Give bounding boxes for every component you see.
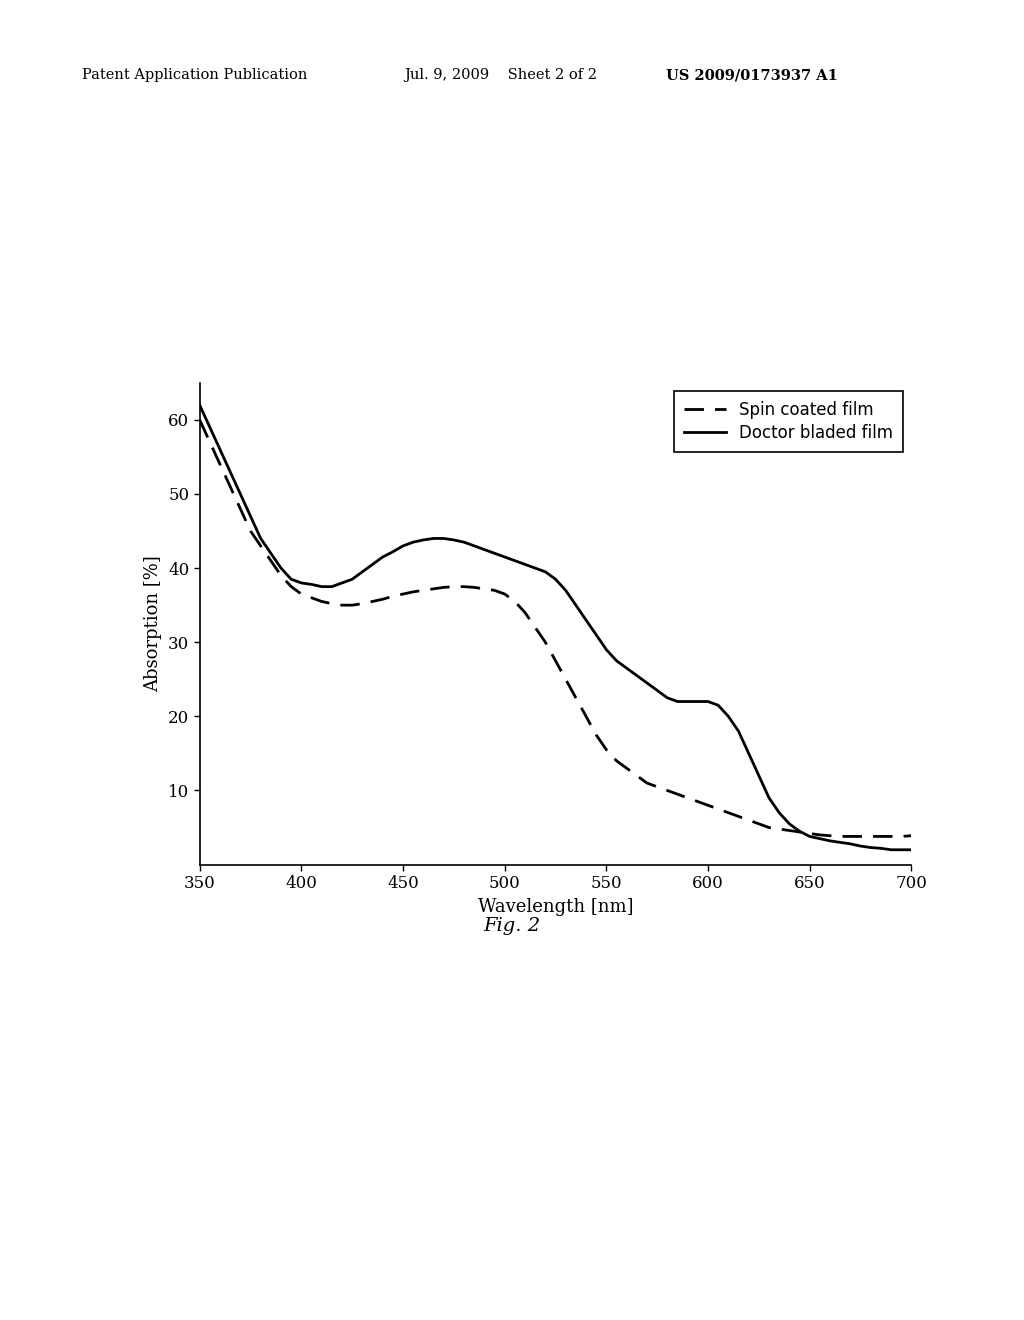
Y-axis label: Absorption [%]: Absorption [%] (144, 556, 163, 692)
Spin coated film (834, 829, 846, 845)
Spin coated film (540, 635, 552, 651)
Doctor bladed film (732, 723, 744, 739)
Text: Jul. 9, 2009    Sheet 2 of 2: Jul. 9, 2009 Sheet 2 of 2 (404, 69, 597, 82)
Line: Doctor bladed film: Doctor bladed film (200, 405, 911, 850)
Doctor bladed film (397, 539, 410, 554)
Spin coated film (732, 808, 744, 824)
Doctor bladed film (540, 564, 552, 579)
Text: US 2009/0173937 A1: US 2009/0173937 A1 (666, 69, 838, 82)
X-axis label: Wavelength [nm]: Wavelength [nm] (478, 898, 633, 916)
Doctor bladed film (214, 442, 226, 458)
Spin coated film (194, 412, 206, 428)
Legend: Spin coated film, Doctor bladed film: Spin coated film, Doctor bladed film (674, 391, 903, 453)
Doctor bladed film (905, 842, 918, 858)
Doctor bladed film (621, 660, 633, 676)
Spin coated film (621, 760, 633, 776)
Spin coated film (214, 457, 226, 473)
Doctor bladed film (864, 840, 877, 855)
Spin coated film (874, 829, 887, 845)
Line: Spin coated film: Spin coated film (200, 420, 911, 837)
Text: Fig. 2: Fig. 2 (483, 917, 541, 936)
Doctor bladed film (885, 842, 897, 858)
Spin coated film (397, 586, 410, 602)
Doctor bladed film (194, 397, 206, 413)
Text: Patent Application Publication: Patent Application Publication (82, 69, 307, 82)
Spin coated film (905, 828, 918, 843)
